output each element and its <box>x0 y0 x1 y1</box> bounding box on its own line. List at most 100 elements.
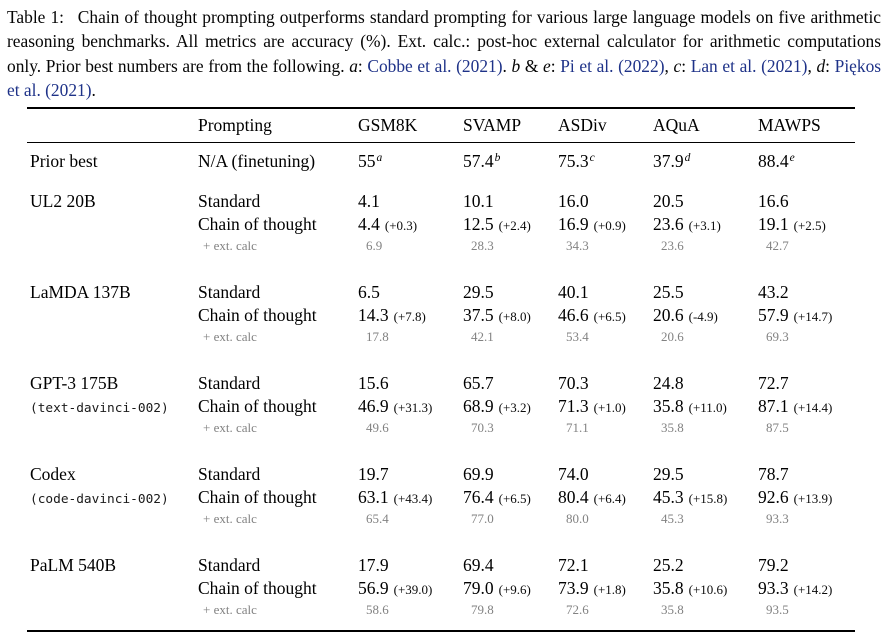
citation-link[interactable]: Lan et al. (2021) <box>690 55 808 76</box>
chain-of-thought-row: Chain of thought 4.4 (+0.3) 12.5 (+2.4) 16.9(… <box>27 214 855 237</box>
ext-calc-value: 6.9 <box>366 238 383 254</box>
citation-link[interactable]: Piękos et al. (2021) <box>7 55 882 101</box>
metric-value: 80.4 <box>558 487 589 508</box>
delta-value: (+14.7) <box>793 309 833 325</box>
cot-value-cell: 46.9 (+31.3) <box>355 396 460 417</box>
row-label-ext-calc: + ext. calc <box>203 329 257 345</box>
ext-calc-value: 65.4 <box>366 511 389 527</box>
delta-value: (+0.9) <box>593 218 626 234</box>
metric-value: 93.3 <box>758 578 789 599</box>
metric-value: 69.9 <box>463 464 494 485</box>
metric-value: 6.5 <box>358 282 380 303</box>
results-table: Prompting GSM8K SVAMP ASDiv AQuA MAWPS P… <box>27 106 855 633</box>
row-label-standard: Standard <box>198 555 261 576</box>
caption-text: & <box>520 55 544 76</box>
row-label-cot: Chain of thought <box>198 305 317 326</box>
column-header-mawps: MAWPS <box>758 114 821 135</box>
metric-value: 57.9 <box>758 305 789 326</box>
cot-value-cell: 4.4 (+0.3) <box>355 214 460 235</box>
row-label-standard: Standard <box>198 373 261 394</box>
ext-calc-value: 80.0 <box>566 511 589 527</box>
row-label-cot: Chain of thought <box>198 578 317 599</box>
superscript-ref: c <box>589 151 595 164</box>
column-header-asdiv: ASDiv <box>558 114 607 135</box>
row-label-cot: Chain of thought <box>198 396 317 417</box>
delta-value: (+11.0) <box>688 400 727 416</box>
delta-value: (+15.8) <box>688 491 728 507</box>
metric-value: 92.6 <box>758 487 789 508</box>
row-label-ext-calc: + ext. calc <box>203 602 257 618</box>
cot-value-cell: 37.5 (+8.0) <box>460 305 555 326</box>
ext-calc-value: 28.3 <box>471 238 494 254</box>
citation-link[interactable]: Pi et al. (2022) <box>560 55 665 76</box>
ext-calc-value: 20.6 <box>661 329 684 345</box>
metric-value: 16.6 <box>758 191 789 212</box>
column-header-svamp: SVAMP <box>463 114 522 135</box>
metric-value: 55 <box>358 151 376 172</box>
paper-page: { "colors": { "citation_blue": "#1e3288"… <box>0 5 887 639</box>
superscript-ref: e <box>789 151 795 164</box>
delta-value: (+14.4) <box>793 400 833 416</box>
cot-value-cell: 73.9 (+1.8) <box>555 578 650 599</box>
metric-value: 37.5 <box>463 305 494 326</box>
standard-row: LaMDA 137B Standard 6.5 29.5 40.1 25.5 43.2 <box>27 282 855 305</box>
ext-calc-row: + ext. calc 17.8 42.1 53.4 20.6 69.3 <box>27 328 855 356</box>
row-label-standard: Standard <box>198 282 261 303</box>
delta-value: (+9.6) <box>498 582 531 598</box>
citation-link[interactable]: Cobbe et al. (2021) <box>367 55 503 76</box>
table-header-row: Prompting GSM8K SVAMP ASDiv AQuA MAWPS <box>27 109 855 142</box>
ext-calc-row: + ext. calc 49.6 70.3 71.1 35.8 87.5 <box>27 419 855 447</box>
prior-best-value: 37.9d <box>650 151 755 172</box>
delta-value: (+6.4) <box>593 491 626 507</box>
caption-text: . <box>502 55 512 76</box>
ext-calc-value: 72.6 <box>566 602 589 618</box>
cot-value-cell: 80.4 (+6.4) <box>555 487 650 508</box>
column-header-aqua: AQuA <box>653 114 700 135</box>
metric-value: 45.3 <box>653 487 684 508</box>
metric-value: 10.1 <box>463 191 494 212</box>
delta-value: (+13.9) <box>793 491 833 507</box>
metric-value: 20.6 <box>653 305 684 326</box>
metric-value: 68.9 <box>463 396 494 417</box>
metric-value: 46.6 <box>558 305 589 326</box>
delta-value: (+10.6) <box>688 582 728 598</box>
row-label-ext-calc: + ext. calc <box>203 238 257 254</box>
cot-value-cell: 19.1 (+2.5) <box>755 214 855 235</box>
metric-value: 87.1 <box>758 396 789 417</box>
caption-text: : <box>825 55 835 76</box>
cot-value-cell: 35.8 (+11.0) <box>650 396 755 417</box>
ext-calc-row: + ext. calc 6.9 28.3 34.3 23.6 42.7 <box>27 237 855 265</box>
superscript-ref: d <box>684 151 691 164</box>
metric-value: 72.7 <box>758 373 789 394</box>
metric-value: 73.9 <box>558 578 589 599</box>
caption-text: : <box>681 55 691 76</box>
cot-value-cell: 56.9 (+39.0) <box>355 578 460 599</box>
row-label-standard: Standard <box>198 464 261 485</box>
metric-value: 23.6 <box>653 214 684 235</box>
metric-value: 19.7 <box>358 464 389 485</box>
ext-calc-value: 45.3 <box>661 511 684 527</box>
row-label-cot: Chain of thought <box>198 214 317 235</box>
prior-best-prompting: N/A (finetuning) <box>198 151 316 172</box>
metric-value: 24.8 <box>653 373 684 394</box>
metric-value: 46.9 <box>358 396 389 417</box>
cot-value-cell: 16.9 (+0.9) <box>555 214 650 235</box>
prior-best-label: Prior best <box>30 151 98 172</box>
top-rule <box>27 106 855 109</box>
metric-value: 37.9 <box>653 151 684 172</box>
cot-value-cell: 68.9 (+3.2) <box>460 396 555 417</box>
standard-row: UL2 20B Standard 4.1 10.1 16.0 20.5 16.6 <box>27 191 855 214</box>
chain-of-thought-row: (code-davinci-002) Chain of thought 63.1 (+… <box>27 487 855 510</box>
cot-value-cell: 79.0 (+9.6) <box>460 578 555 599</box>
ext-calc-value: 34.3 <box>566 238 589 254</box>
ext-calc-value: 69.3 <box>766 329 789 345</box>
delta-value: (+1.8) <box>593 582 626 598</box>
metric-value: 63.1 <box>358 487 389 508</box>
caption-text: : <box>357 55 368 76</box>
model-name: Codex <box>30 464 76 485</box>
delta-value: (+0.3) <box>384 218 418 234</box>
delta-value: (+31.3) <box>393 400 433 416</box>
delta-value: (+14.2) <box>793 582 833 598</box>
metric-value: 65.7 <box>463 373 494 394</box>
metric-value: 76.4 <box>463 487 494 508</box>
